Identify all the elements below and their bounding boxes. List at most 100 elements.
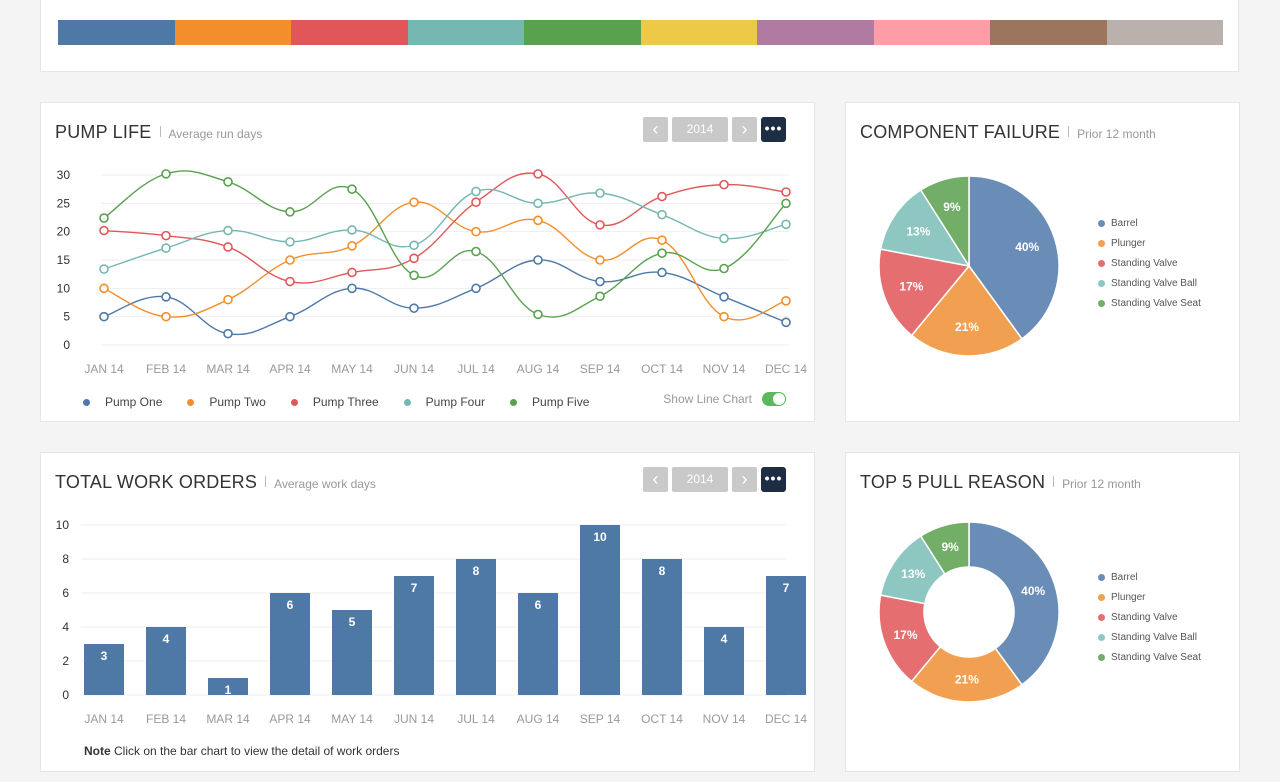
data-point[interactable] bbox=[223, 294, 233, 305]
legend-item[interactable]: Barrel bbox=[1098, 213, 1201, 233]
legend-item[interactable]: Pump Five bbox=[510, 395, 589, 409]
data-point[interactable] bbox=[657, 267, 667, 278]
legend-item[interactable]: Standing Valve Seat bbox=[1098, 293, 1201, 313]
data-point[interactable] bbox=[595, 255, 605, 265]
pie-slice[interactable] bbox=[919, 175, 970, 269]
data-point[interactable] bbox=[471, 226, 481, 237]
data-point[interactable] bbox=[533, 169, 543, 179]
legend-item[interactable]: Pump Four bbox=[403, 395, 485, 409]
pull-reason-donut-chart[interactable]: 40% 21% 17% 13% 9% bbox=[846, 453, 1096, 773]
data-point[interactable] bbox=[595, 220, 605, 230]
legend-item[interactable]: Pump Three bbox=[290, 395, 379, 409]
data-point[interactable] bbox=[471, 283, 481, 294]
bar[interactable] bbox=[766, 576, 806, 695]
data-point[interactable] bbox=[347, 225, 357, 235]
data-point[interactable] bbox=[285, 255, 295, 265]
pie-slice[interactable] bbox=[910, 645, 1023, 703]
pie-slice[interactable] bbox=[878, 248, 971, 337]
prev-year-button[interactable]: ‹ bbox=[643, 117, 668, 142]
data-point[interactable] bbox=[347, 241, 357, 251]
work-orders-bar-chart[interactable]: 0 2 4 6 8 10 3 4 1 6 5 7 8 6 10 8 4 7 JAN 14 FEB 14 MAR 14 AP… bbox=[41, 453, 816, 738]
legend-item[interactable]: Pump Two bbox=[187, 395, 266, 409]
show-line-chart-toggle[interactable] bbox=[762, 392, 786, 406]
pie-slice[interactable] bbox=[919, 521, 970, 576]
data-point[interactable] bbox=[595, 188, 605, 198]
pie-slice[interactable] bbox=[910, 264, 1023, 357]
legend-item[interactable]: Standing Valve Ball bbox=[1098, 627, 1201, 647]
legend-item[interactable]: Barrel bbox=[1098, 567, 1201, 587]
pie-slice[interactable] bbox=[968, 521, 1060, 686]
data-point[interactable] bbox=[657, 209, 667, 220]
data-point[interactable] bbox=[99, 225, 109, 236]
data-point[interactable] bbox=[533, 198, 543, 209]
data-point[interactable] bbox=[471, 246, 481, 257]
pie-slice[interactable] bbox=[879, 188, 971, 268]
bar[interactable] bbox=[84, 644, 124, 695]
data-point[interactable] bbox=[161, 292, 171, 302]
data-point[interactable] bbox=[347, 283, 357, 294]
data-point[interactable] bbox=[533, 255, 543, 265]
prev-year-button[interactable]: ‹ bbox=[643, 467, 668, 492]
bar[interactable] bbox=[332, 610, 372, 695]
data-point[interactable] bbox=[657, 191, 667, 202]
bar[interactable] bbox=[146, 627, 186, 695]
more-options-button[interactable]: ••• bbox=[761, 467, 786, 492]
data-point[interactable] bbox=[99, 283, 109, 294]
data-point[interactable] bbox=[719, 263, 729, 274]
data-point[interactable] bbox=[99, 213, 109, 223]
data-point[interactable] bbox=[781, 219, 791, 230]
data-point[interactable] bbox=[223, 328, 233, 339]
data-point[interactable] bbox=[719, 179, 729, 190]
data-point[interactable] bbox=[533, 215, 543, 226]
data-point[interactable] bbox=[595, 291, 605, 302]
data-point[interactable] bbox=[99, 311, 109, 322]
pump-life-line-chart[interactable]: 0 5 10 15 20 25 30 JAN 14 FEB 14 MAR 14 APR 14 MAY … bbox=[41, 103, 816, 388]
data-point[interactable] bbox=[409, 270, 419, 281]
data-point[interactable] bbox=[347, 267, 357, 278]
data-point[interactable] bbox=[719, 292, 729, 302]
data-point[interactable] bbox=[409, 197, 419, 207]
legend-item[interactable]: Standing Valve bbox=[1098, 607, 1201, 627]
data-point[interactable] bbox=[719, 311, 729, 322]
bar[interactable] bbox=[270, 593, 310, 695]
data-point[interactable] bbox=[161, 311, 171, 322]
bar[interactable] bbox=[456, 559, 496, 695]
data-point[interactable] bbox=[471, 186, 481, 197]
legend-item[interactable]: Plunger bbox=[1098, 233, 1201, 253]
data-point[interactable] bbox=[285, 311, 295, 322]
bar[interactable] bbox=[394, 576, 434, 695]
data-point[interactable] bbox=[595, 276, 605, 287]
bar[interactable] bbox=[704, 627, 744, 695]
bar[interactable] bbox=[642, 559, 682, 695]
legend-item[interactable]: Pump One bbox=[83, 395, 162, 409]
data-point[interactable] bbox=[781, 317, 791, 328]
data-point[interactable] bbox=[471, 197, 481, 207]
data-point[interactable] bbox=[781, 296, 791, 306]
data-point[interactable] bbox=[657, 248, 667, 258]
legend-item[interactable]: Standing Valve Seat bbox=[1098, 647, 1201, 667]
data-point[interactable] bbox=[285, 237, 295, 247]
data-point[interactable] bbox=[161, 230, 171, 241]
next-year-button[interactable]: › bbox=[732, 117, 757, 142]
legend-item[interactable]: Plunger bbox=[1098, 587, 1201, 607]
data-point[interactable] bbox=[285, 207, 295, 217]
more-options-button[interactable]: ••• bbox=[761, 117, 786, 142]
data-point[interactable] bbox=[223, 177, 233, 187]
data-point[interactable] bbox=[409, 253, 419, 264]
data-point[interactable] bbox=[161, 243, 171, 253]
data-point[interactable] bbox=[223, 225, 233, 236]
bar[interactable] bbox=[580, 525, 620, 695]
next-year-button[interactable]: › bbox=[732, 467, 757, 492]
component-failure-pie-chart[interactable]: 40% 21% 17% 13% 9% bbox=[846, 103, 1096, 423]
data-point[interactable] bbox=[533, 309, 543, 320]
data-point[interactable] bbox=[347, 184, 357, 194]
pie-slice[interactable] bbox=[968, 175, 1060, 340]
data-point[interactable] bbox=[99, 264, 109, 274]
data-point[interactable] bbox=[285, 276, 295, 287]
data-point[interactable] bbox=[409, 240, 419, 251]
data-point[interactable] bbox=[223, 242, 233, 252]
legend-item[interactable]: Standing Valve Ball bbox=[1098, 273, 1201, 293]
bar[interactable] bbox=[518, 593, 558, 695]
data-point[interactable] bbox=[409, 303, 419, 313]
legend-item[interactable]: Standing Valve bbox=[1098, 253, 1201, 273]
